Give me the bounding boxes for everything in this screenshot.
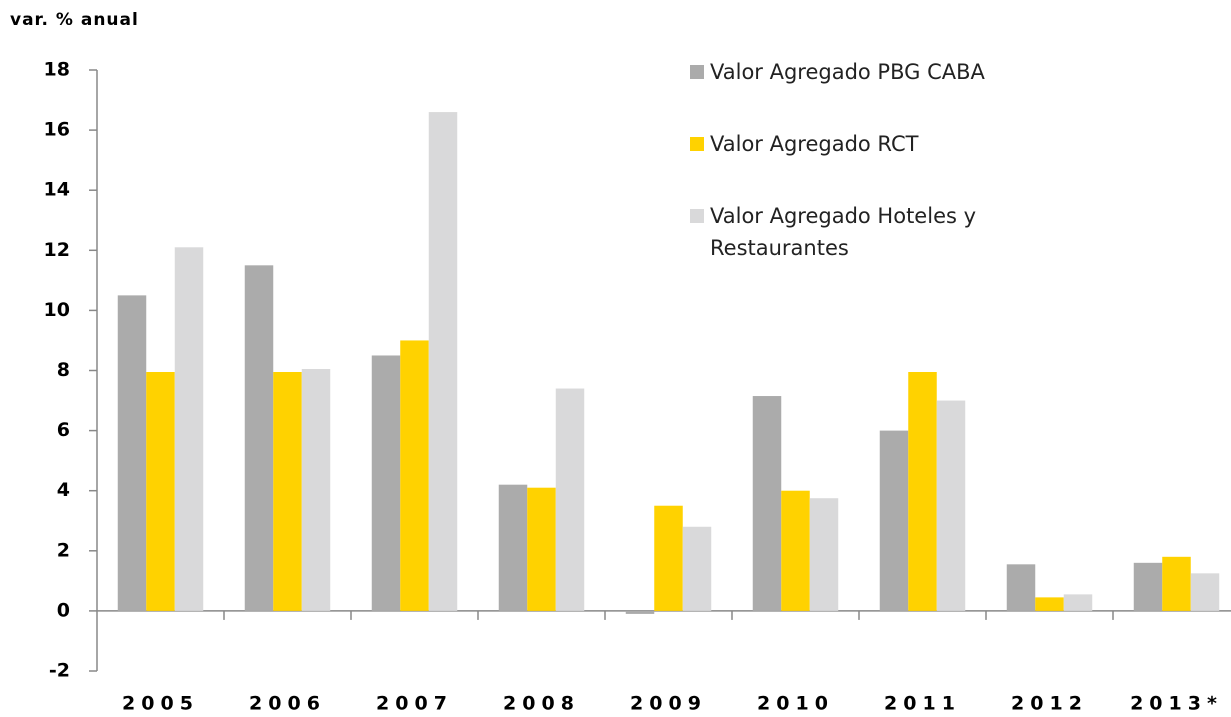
bar (879, 430, 909, 611)
bar (682, 526, 712, 611)
y-tick-label: 10 (44, 299, 70, 321)
y-tick-label: 2 (57, 539, 70, 561)
x-tick-label: 2008 (503, 693, 580, 715)
y-tick-label: 6 (57, 419, 70, 441)
y-tick-label: 4 (57, 479, 70, 501)
bar (1063, 594, 1093, 611)
bar (936, 400, 966, 611)
bar (1190, 573, 1220, 611)
x-tick-label: 2007 (376, 693, 453, 715)
x-tick-label: 2013* (1130, 693, 1223, 715)
legend-item: Valor Agregado RCT (690, 128, 1020, 160)
x-tick-label: 2006 (249, 693, 326, 715)
bar (1006, 564, 1036, 611)
legend-swatch (690, 65, 704, 79)
bar (908, 372, 937, 611)
legend-swatch (690, 209, 704, 223)
y-tick-label: 8 (57, 359, 70, 381)
y-tick-label: 18 (44, 59, 70, 81)
x-tick-label: 2010 (757, 693, 834, 715)
x-tick-label: 2009 (630, 693, 707, 715)
y-tick-label: 16 (44, 119, 70, 141)
y-tick-label: 14 (44, 179, 70, 201)
legend-label: Valor Agregado RCT (710, 132, 919, 156)
y-axis-label: var. % anual (10, 10, 139, 30)
bar (752, 396, 782, 611)
bar (146, 372, 175, 611)
bar (117, 295, 147, 611)
legend-item: Valor Agregado PBG CABA (690, 56, 1020, 88)
bar (1162, 556, 1191, 611)
bar (428, 112, 458, 611)
y-tick-label: -2 (49, 660, 70, 682)
bar (781, 490, 810, 611)
x-tick-label: 2011 (884, 693, 961, 715)
y-tick-label: 0 (57, 599, 70, 621)
y-tick-label: 12 (44, 239, 70, 261)
bar (625, 610, 655, 614)
bar (1133, 562, 1163, 611)
bar (527, 487, 556, 611)
bar (498, 484, 528, 611)
legend-swatch (690, 137, 704, 151)
bar (174, 247, 204, 611)
bar (273, 372, 302, 611)
bar (654, 505, 683, 611)
legend-label: Valor Agregado PBG CABA (710, 60, 985, 84)
bar (555, 388, 585, 611)
x-tick-label: 2012 (1011, 693, 1088, 715)
bar (809, 498, 839, 611)
bar (244, 265, 274, 611)
bar (371, 355, 401, 611)
bar (301, 368, 331, 611)
bar (400, 340, 429, 611)
bar (1035, 597, 1064, 611)
legend-label: Valor Agregado Hoteles y Restaurantes (710, 204, 977, 260)
legend-item: Valor Agregado Hoteles y Restaurantes (690, 200, 1020, 264)
legend: Valor Agregado PBG CABA Valor Agregado RC… (690, 56, 1020, 304)
x-tick-label: 2005 (122, 693, 199, 715)
